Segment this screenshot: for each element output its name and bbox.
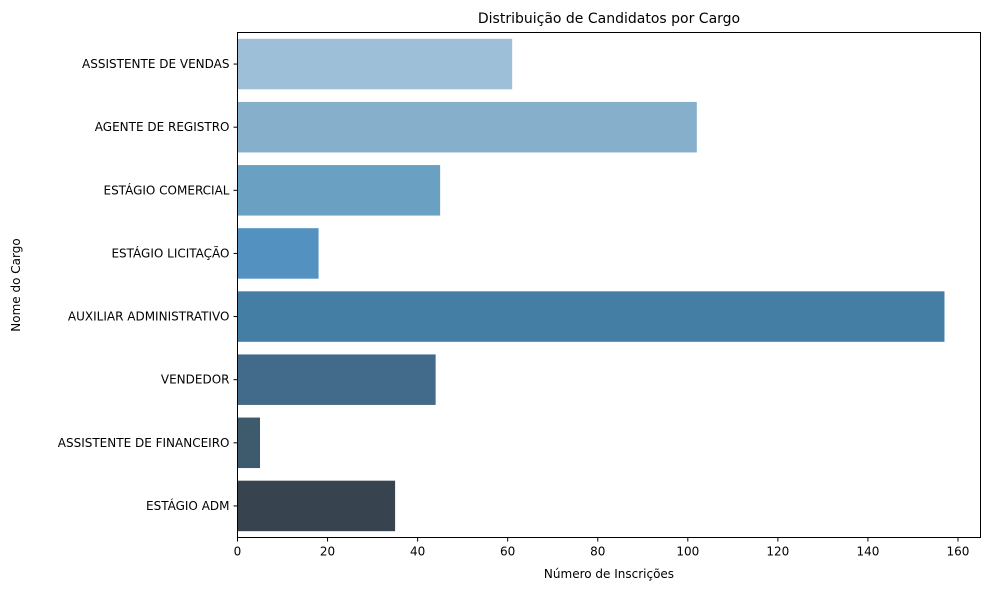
bar-6	[237, 354, 436, 405]
y-tick-label: AUXILIAR ADMINISTRATIVO	[68, 310, 230, 324]
bar-3	[237, 165, 441, 216]
x-tick-label: 60	[500, 545, 515, 559]
y-tick-label: ASSISTENTE DE VENDAS	[82, 57, 229, 71]
x-tick-label: 120	[766, 545, 789, 559]
x-tick-label: 140	[856, 545, 879, 559]
x-axis-ticks: 0 20 40 60 80 100 120 140 160	[234, 537, 970, 559]
x-axis-label: Número de Inscrições	[544, 567, 674, 581]
x-tick-label: 100	[676, 545, 699, 559]
x-tick-label: 0	[234, 545, 242, 559]
plot-frame	[237, 32, 981, 538]
x-tick-label: 20	[320, 545, 335, 559]
y-tick-label: ESTÁGIO LICITAÇÃO	[111, 245, 229, 260]
chart-title: Distribuição de Candidatos por Cargo	[478, 11, 740, 27]
x-tick-label: 160	[947, 545, 970, 559]
y-axis-ticks: ASSISTENTE DE VENDAS AGENTE DE REGISTRO ES…	[58, 57, 238, 513]
bar-7	[237, 417, 261, 469]
y-tick-label: ESTÁGIO COMERCIAL	[103, 182, 229, 197]
y-tick-label: AGENTE DE REGISTRO	[95, 120, 230, 134]
y-tick-label: ASSISTENTE DE FINANCEIRO	[58, 436, 230, 450]
x-tick-label: 80	[590, 545, 605, 559]
bar-5	[237, 291, 945, 342]
bar-2	[237, 101, 697, 153]
x-tick-label: 40	[410, 545, 425, 559]
y-axis-label: Nome do Cargo	[9, 238, 23, 331]
bar-8	[237, 480, 396, 532]
bar-4	[237, 228, 319, 279]
y-tick-label: ESTÁGIO ADM	[146, 498, 230, 513]
bars-group	[237, 38, 945, 532]
y-tick-label: VENDEDOR	[161, 373, 230, 387]
bar-1	[237, 38, 513, 90]
